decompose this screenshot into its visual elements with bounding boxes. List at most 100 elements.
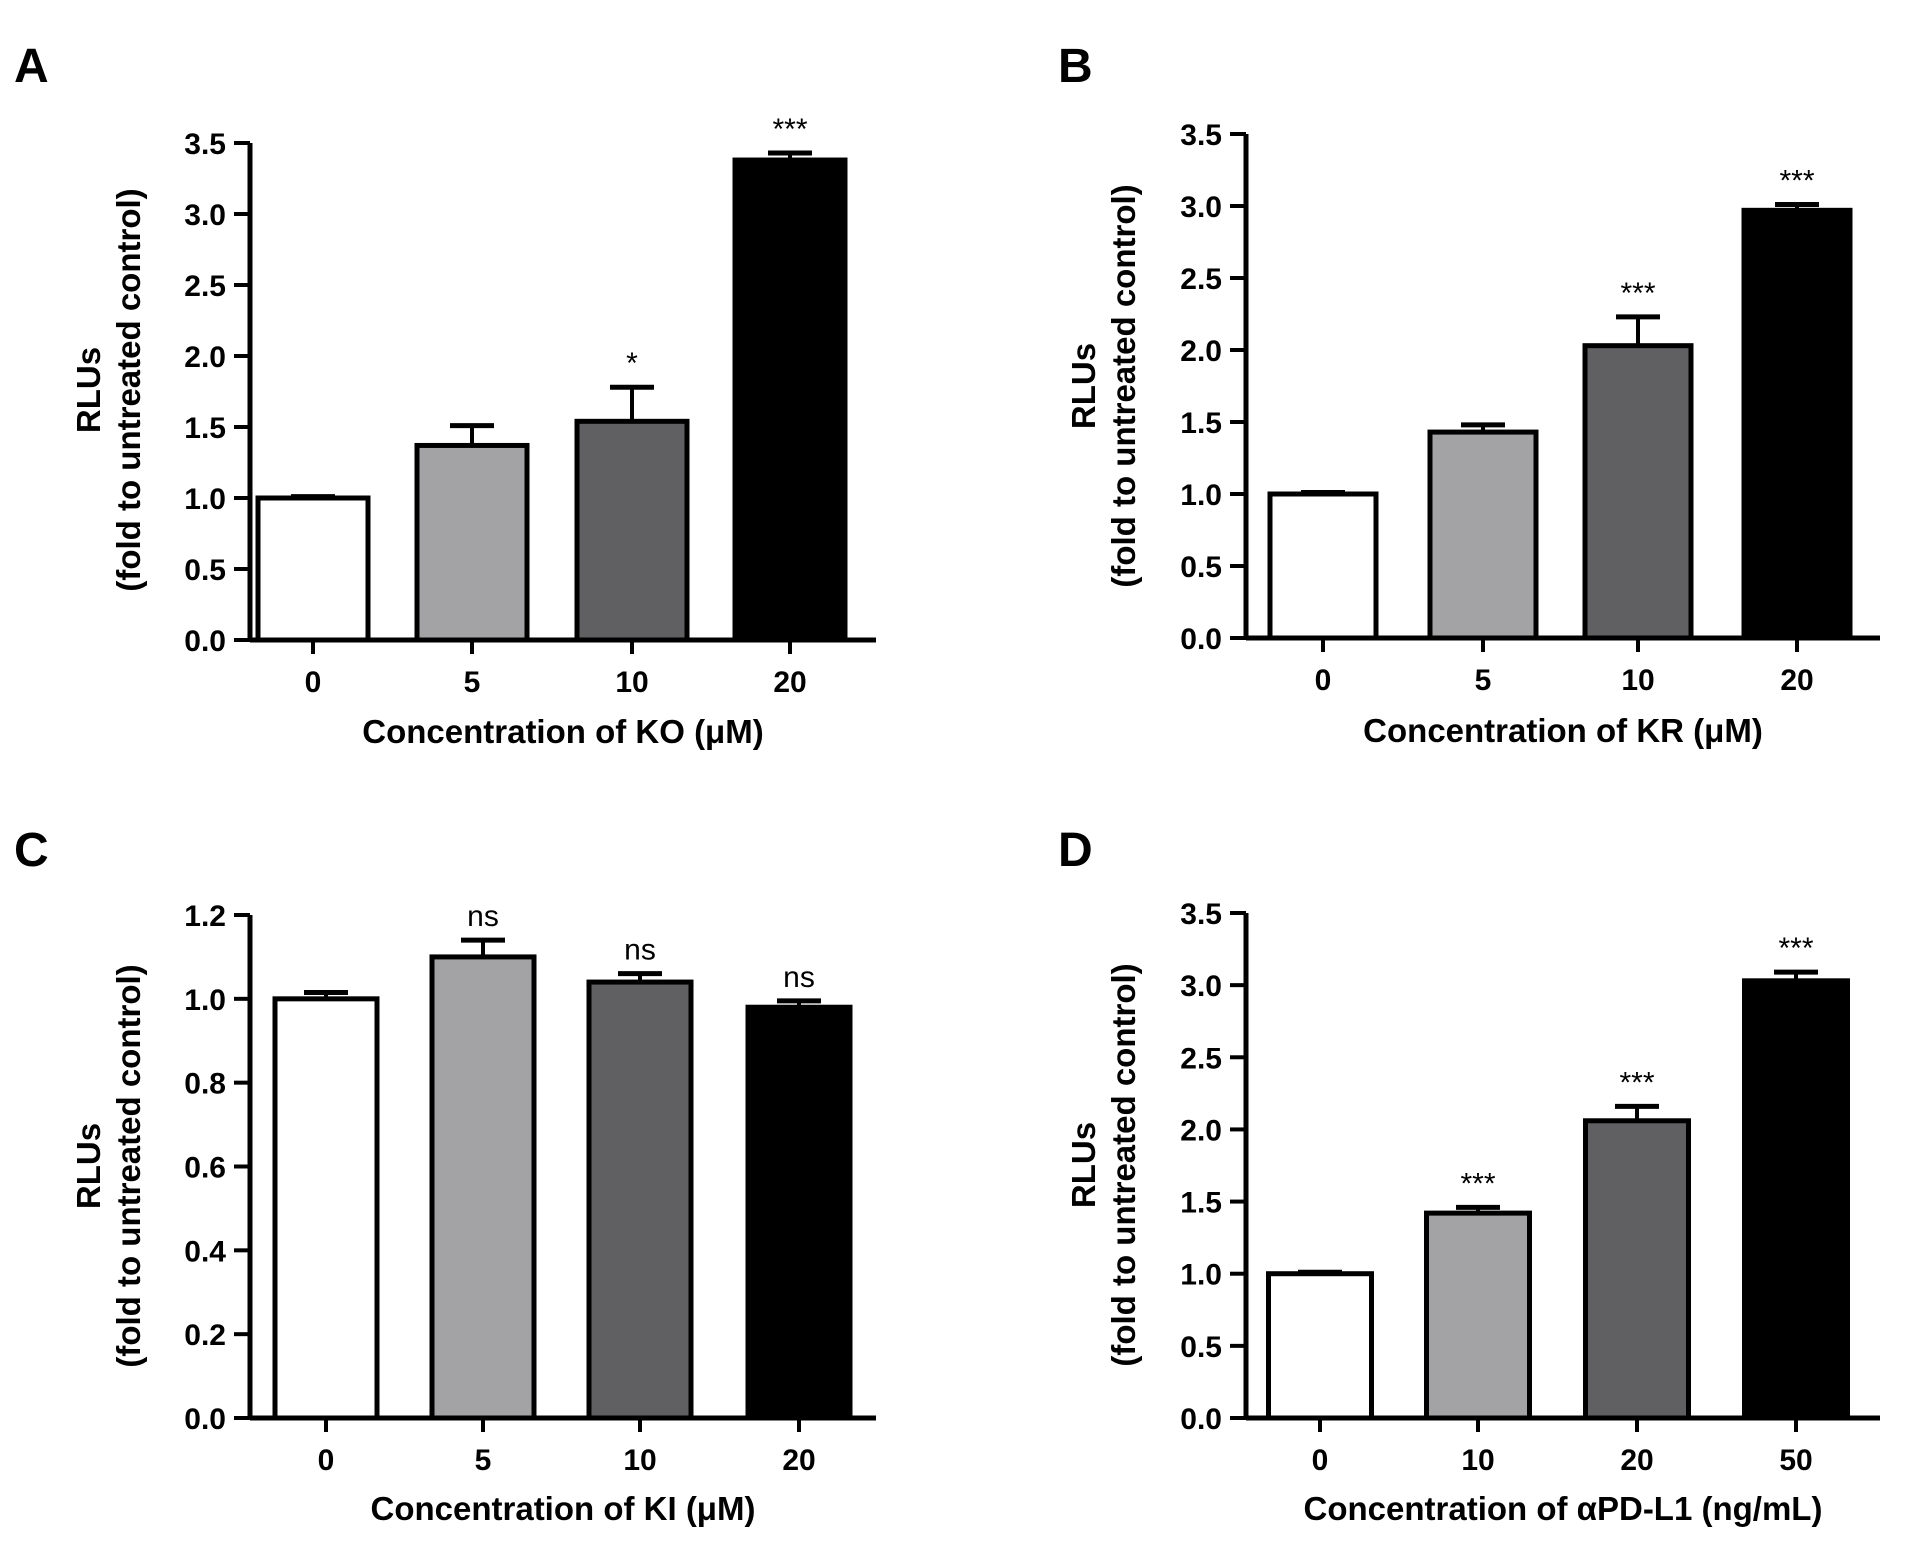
- significance-label: ***: [1620, 277, 1655, 310]
- y-axis-title: RLUs(fold to untreated control): [1065, 963, 1142, 1366]
- y-tick-label: 1.0: [1180, 1259, 1222, 1292]
- x-tick-label: 20: [1780, 664, 1813, 697]
- panel-letter: C: [14, 824, 49, 877]
- chart-panel-b: B 0 5 *** 10 *** 20 0.0 0.5 1.0 1.5 2.0 2.5 3.0 3.5 Con…: [1058, 40, 1880, 749]
- error-bar-0: [291, 494, 335, 500]
- y-tick-label: 0.8: [184, 1068, 226, 1101]
- x-tick-label: 0: [318, 1444, 335, 1477]
- error-bar-10: [1456, 1204, 1500, 1214]
- error-bar-10: [1616, 314, 1660, 346]
- x-tick-label: 20: [1620, 1444, 1653, 1477]
- y-tick-label: 3.0: [184, 199, 226, 232]
- y-tick-label: 2.5: [184, 270, 226, 303]
- bar-10: [1582, 343, 1694, 641]
- y-tick-label: 0.5: [1180, 1331, 1222, 1364]
- significance-label: *: [626, 347, 638, 380]
- bar-0: [255, 495, 371, 643]
- bar-5: [429, 954, 537, 1421]
- significance-label: ***: [1778, 932, 1813, 965]
- bar-20: [1583, 1118, 1691, 1421]
- x-tick-label: 20: [773, 666, 806, 699]
- error-bar-50: [1774, 969, 1818, 981]
- x-tick-label: 10: [1461, 1444, 1494, 1477]
- x-axis-title: Concentration of KI (μM): [371, 1490, 756, 1527]
- chart-panel-d: D 0 *** 10 *** 20 *** 50 0.0 0.5 1.0 1.5 2.0 2.5 3.0 3.…: [1058, 824, 1880, 1527]
- x-tick-label: 5: [464, 666, 481, 699]
- bar-10: [574, 418, 690, 643]
- error-bar-20: [1775, 202, 1819, 211]
- y-tick-label: 1.0: [184, 984, 226, 1017]
- y-tick-label: 0.4: [184, 1235, 226, 1268]
- bar-20: [1741, 207, 1853, 641]
- chart-panel-c: C 0 ns 5 ns 10 ns 20 0.0 0.2 0.4 0.6 0.8 1.0 1.2 Concen…: [14, 824, 876, 1527]
- y-tick-label: 2.0: [1180, 335, 1222, 368]
- x-tick-label: 20: [782, 1444, 815, 1477]
- y-axis-title-line2: (fold to untreated control): [110, 964, 147, 1367]
- significance-label: ***: [1619, 1066, 1654, 1099]
- y-axis-title-line1: RLUs: [70, 1123, 107, 1209]
- y-axis-title: RLUs(fold to untreated control): [70, 964, 147, 1367]
- x-tick-label: 10: [623, 1444, 656, 1477]
- y-tick-label: 0.0: [1180, 623, 1222, 656]
- y-axis-title-line2: (fold to untreated control): [1105, 184, 1142, 587]
- error-bar-20: [1615, 1103, 1659, 1121]
- x-tick-label: 50: [1779, 1444, 1812, 1477]
- y-tick-label: 0.5: [1180, 551, 1222, 584]
- bar-5: [414, 442, 530, 643]
- error-bar-5: [450, 423, 494, 446]
- bar-5: [1427, 429, 1539, 641]
- y-tick-label: 0.5: [184, 554, 226, 587]
- y-axis-title-line2: (fold to untreated control): [1105, 963, 1142, 1366]
- error-bar-0: [1298, 1269, 1342, 1275]
- error-bar-0: [1301, 490, 1345, 496]
- y-tick-label: 1.5: [184, 412, 226, 445]
- x-tick-label: 10: [615, 666, 648, 699]
- significance-label: ***: [772, 113, 807, 146]
- error-bar-20: [777, 998, 821, 1008]
- x-axis-title: Concentration of KO (μM): [362, 713, 763, 750]
- bar-10: [1424, 1210, 1532, 1421]
- y-tick-label: 3.0: [1180, 970, 1222, 1003]
- y-tick-label: 0.6: [184, 1152, 226, 1185]
- y-tick-label: 1.0: [1180, 479, 1222, 512]
- error-bar-10: [610, 384, 654, 422]
- bar-20: [732, 157, 848, 643]
- y-axis-title-line1: RLUs: [70, 347, 107, 433]
- significance-label: ***: [1460, 1167, 1495, 1200]
- y-axis-title: RLUs(fold to untreated control): [70, 188, 147, 591]
- y-tick-label: 2.5: [1180, 1042, 1222, 1075]
- error-bar-5: [461, 937, 505, 957]
- significance-label: ns: [467, 900, 499, 933]
- error-bar-5: [1461, 422, 1505, 433]
- x-tick-label: 5: [475, 1444, 492, 1477]
- error-bar-0: [304, 990, 348, 999]
- bar-0: [1266, 1271, 1374, 1421]
- y-tick-label: 0.0: [1180, 1403, 1222, 1436]
- x-tick-label: 0: [305, 666, 322, 699]
- y-tick-label: 3.5: [1180, 898, 1222, 931]
- panel-letter: D: [1058, 824, 1093, 877]
- y-axis-title: RLUs(fold to untreated control): [1065, 184, 1142, 587]
- panel-letter: B: [1058, 40, 1093, 93]
- chart-panel-a: A 0 5 * 10 *** 20 0.0 0.5 1.0 1.5 2.0 2.5 3.0 3.5 Conce…: [14, 40, 876, 750]
- y-tick-label: 1.0: [184, 483, 226, 516]
- error-bar-20: [768, 150, 812, 161]
- panel-letter: A: [14, 40, 49, 93]
- bar-0: [272, 996, 380, 1421]
- x-tick-label: 10: [1621, 664, 1654, 697]
- y-tick-label: 2.5: [1180, 263, 1222, 296]
- y-axis-title-line2: (fold to untreated control): [110, 188, 147, 591]
- bar-50: [1742, 978, 1850, 1421]
- x-tick-label: 0: [1315, 664, 1332, 697]
- x-axis-title: Concentration of αPD-L1 (ng/mL): [1304, 1490, 1823, 1527]
- significance-label: ns: [624, 934, 656, 967]
- y-tick-label: 1.5: [1180, 407, 1222, 440]
- significance-label: ns: [783, 961, 815, 994]
- x-tick-label: 0: [1312, 1444, 1329, 1477]
- y-axis-title-line1: RLUs: [1065, 1122, 1102, 1208]
- y-tick-label: 1.5: [1180, 1187, 1222, 1220]
- bar-0: [1267, 491, 1379, 641]
- bar-10: [586, 979, 694, 1421]
- x-tick-label: 5: [1475, 664, 1492, 697]
